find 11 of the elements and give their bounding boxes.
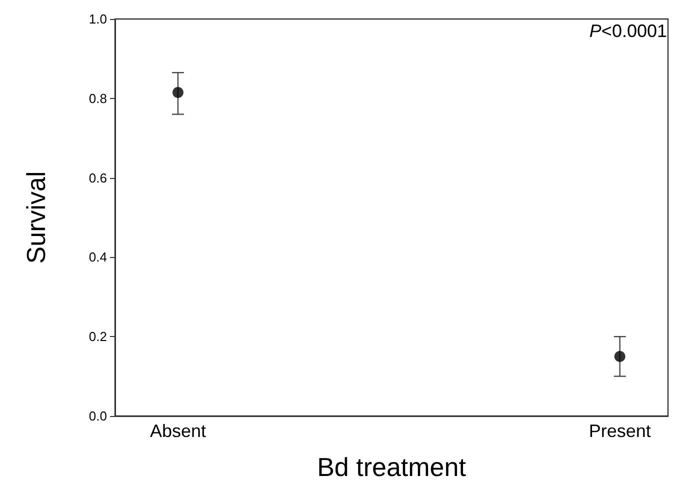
y-tick-label: 0.8: [88, 90, 107, 106]
y-tick-label: 0.0: [88, 408, 107, 424]
y-tick-label: 1.0: [88, 12, 107, 26]
x-axis-title: Bd treatment: [317, 452, 467, 482]
x-tick-label: Absent: [150, 421, 206, 441]
y-tick-label: 0.6: [88, 170, 107, 186]
y-tick-label: 0.4: [88, 250, 107, 265]
y-tick-label: 0.2: [88, 329, 107, 344]
x-tick-label: Present: [588, 421, 651, 441]
annotation: P<0.0001: [589, 21, 668, 41]
y-axis-title: Survival: [21, 171, 51, 264]
